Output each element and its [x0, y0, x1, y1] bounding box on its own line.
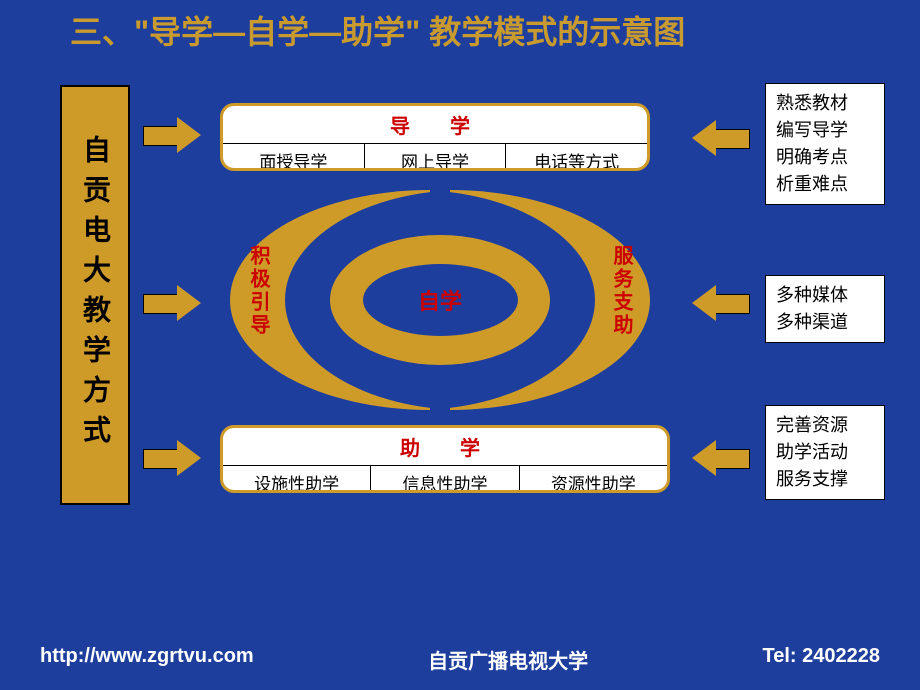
right-box-line: 助学活动: [776, 439, 874, 466]
right-box-bottom: 完善资源 助学活动 服务支撑: [765, 405, 885, 500]
bottom-cell: 设施性助学: [223, 466, 371, 493]
center-ring: 自学: [330, 235, 550, 365]
footer-tel: Tel: 2402228: [762, 645, 880, 674]
right-box-line: 多种渠道: [776, 309, 874, 336]
diagram-area: 自贡电大教学方式 导 学 面授导学 网上导学 电话等方式 积极引导 服务支助 自…: [0, 75, 920, 575]
right-box-line: 多种媒体: [776, 282, 874, 309]
right-box-line: 析重难点: [776, 171, 874, 198]
right-crescent-label: 服务支助: [607, 245, 636, 337]
bottom-cell: 信息性助学: [371, 466, 519, 493]
left-main-box: 自贡电大教学方式: [60, 85, 130, 505]
bottom-section-cells: 设施性助学 信息性助学 资源性助学: [223, 465, 667, 493]
top-section-title: 导 学: [223, 106, 647, 143]
right-box-line: 服务支撑: [776, 466, 874, 493]
top-cell: 网上导学: [365, 144, 507, 171]
right-box-mid: 多种媒体 多种渠道: [765, 275, 885, 343]
top-cell: 面授导学: [223, 144, 365, 171]
arrow-left-icon: [690, 440, 750, 476]
top-cell: 电话等方式: [506, 144, 647, 171]
right-box-line: 明确考点: [776, 144, 874, 171]
footer: http://www.zgrtvu.com 自贡广播电视大学 Tel: 2402…: [0, 645, 920, 674]
arrow-right-icon: [143, 285, 203, 321]
right-box-top: 熟悉教材 编写导学 明确考点 析重难点: [765, 83, 885, 205]
arrow-left-icon: [690, 120, 750, 156]
bottom-section-title: 助 学: [223, 428, 667, 465]
right-box-line: 熟悉教材: [776, 90, 874, 117]
left-box-text: 自贡电大教学方式: [75, 135, 115, 455]
page-title: 三、"导学—自学—助学" 教学模式的示意图: [0, 0, 920, 55]
arrow-right-icon: [143, 440, 203, 476]
top-section-cells: 面授导学 网上导学 电话等方式: [223, 143, 647, 171]
top-section-box: 导 学 面授导学 网上导学 电话等方式: [220, 103, 650, 171]
arrow-right-icon: [143, 117, 203, 153]
bottom-section-box: 助 学 设施性助学 信息性助学 资源性助学: [220, 425, 670, 493]
right-box-line: 编写导学: [776, 117, 874, 144]
right-box-line: 完善资源: [776, 412, 874, 439]
center-ellipses: 积极引导 服务支助 自学: [230, 190, 650, 410]
center-label: 自学: [418, 284, 462, 316]
bottom-cell: 资源性助学: [520, 466, 667, 493]
arrow-left-icon: [690, 285, 750, 321]
footer-url: http://www.zgrtvu.com: [40, 645, 254, 674]
left-crescent-label: 积极引导: [244, 245, 273, 337]
footer-org: 自贡广播电视大学: [428, 645, 588, 674]
